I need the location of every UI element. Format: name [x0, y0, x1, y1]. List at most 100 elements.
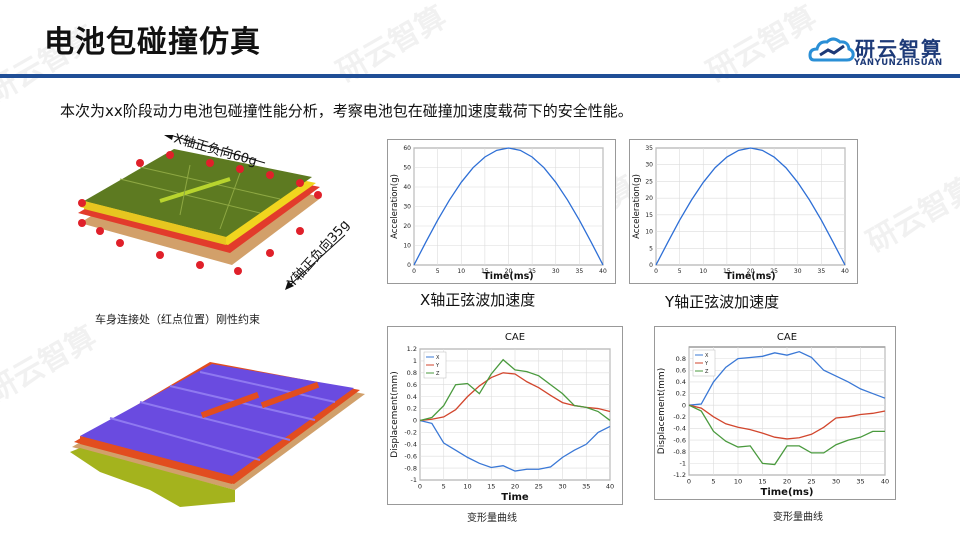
accel-y-caption: Y轴正弦波加速度: [665, 293, 780, 311]
x-tick-label: 25: [770, 268, 778, 275]
disp-y-chart-panel: 0 5 10 15 20 25 30 35 40 -1.2 -1 -0.8 -0.6 -0.4 -0.2 0 0…: [654, 326, 896, 500]
series-line-z: [419, 358, 611, 422]
legend-label: Y: [435, 363, 440, 369]
y-tick-label: 5: [649, 245, 653, 252]
y-tick-label: 15: [645, 212, 653, 219]
x-tick-label: 5: [711, 478, 715, 486]
y-tick-label: 20: [403, 223, 411, 230]
x-axis-label: Time: [501, 492, 529, 503]
y-tick-label: 10: [645, 229, 653, 236]
y-tick-label: 0: [682, 401, 686, 409]
y-tick-label: -1: [411, 476, 417, 484]
title-divider: [0, 74, 960, 78]
x-axis-label: Time(ms): [725, 271, 775, 282]
y-axis-label: Displacement(mm): [657, 368, 667, 454]
x-tick-label: 35: [582, 483, 590, 491]
x-tick-label: 5: [442, 483, 446, 491]
legend-label: Y: [704, 361, 709, 367]
battery-pack-render-icon: [78, 132, 346, 290]
y-tick-label: 1.2: [407, 345, 417, 353]
y-tick-label: 0.6: [676, 366, 686, 374]
y-tick-label: 0: [649, 262, 653, 269]
x-tick-label: 20: [511, 483, 519, 491]
y-tick-label: 25: [645, 178, 653, 185]
accel-y-chart: 0 5 10 15 20 25 30 35 40 0 5 10 15 20 25 30 35 Time(ms) Ac…: [632, 145, 849, 282]
cloud-logo-icon: [808, 37, 855, 62]
page-title: 电池包碰撞仿真: [44, 25, 261, 60]
chart-title: CAE: [777, 332, 797, 343]
x-tick-label: 0: [654, 268, 658, 275]
intro-text: 本次为xx阶段动力电池包碰撞性能分析，考察电池包在碰撞加速度载荷下的安全性能。: [60, 102, 633, 120]
series-line-x: [688, 350, 886, 406]
accel-x-chart-panel: 0 5 10 15 20 25 30 35 40 0 10 20 30 40 50 60 Time(ms) Acc…: [387, 139, 616, 284]
y-tick-label: 40: [403, 184, 411, 191]
x-tick-label: 10: [699, 268, 707, 275]
x-tick-label: 30: [552, 268, 560, 275]
x-tick-label: 15: [487, 483, 495, 491]
y-tick-label: 0: [413, 417, 417, 425]
logo-text: 研云智算: [855, 37, 943, 61]
y-tick-label: -0.6: [404, 452, 417, 460]
chart-title: CAE: [505, 332, 525, 343]
battery-model-bottom: [60, 362, 370, 512]
x-tick-label: 0: [418, 483, 422, 491]
y-tick-label: 0: [407, 262, 411, 269]
x-tick-label: 20: [783, 478, 791, 486]
battery-model-top: X轴正负向60g Y轴正负向35g: [60, 131, 360, 305]
logo-subtext: YANYUNZHISUAN: [854, 58, 943, 68]
watermark: 研云智算: [861, 169, 960, 261]
x-tick-label: 15: [758, 478, 766, 486]
x-tick-label: 20: [747, 268, 755, 275]
x-tick-label: 15: [723, 268, 731, 275]
model-top-caption: 车身连接处（红点位置）刚性约束: [95, 313, 260, 326]
x-tick-label: 40: [599, 268, 607, 275]
y-axis-label: Displacement(mm): [390, 371, 400, 457]
legend-box: [423, 351, 447, 379]
x-tick-label: 10: [463, 483, 471, 491]
disp-right-caption: 变形量曲线: [773, 512, 823, 523]
legend-label: Z: [705, 369, 709, 375]
y-tick-label: 60: [403, 145, 411, 152]
x-tick-label: 5: [436, 268, 440, 275]
x-tick-label: 5: [678, 268, 682, 275]
accel-x-caption: X轴正弦波加速度: [420, 291, 536, 309]
y-tick-label: 50: [403, 165, 411, 172]
x-tick-label: 40: [841, 268, 849, 275]
y-tick-label: 30: [645, 162, 653, 169]
series-line-x: [419, 419, 611, 472]
disp-x-chart-panel: 0 5 10 15 20 25 30 35 40 -1 -0.8 -0.6 -0.4 -0.2 0 0.2 0.…: [387, 326, 623, 505]
x-tick-label: 0: [412, 268, 416, 275]
y-tick-label: 10: [403, 243, 411, 250]
disp-left-caption: 变形量曲线: [467, 513, 517, 524]
y-tick-label: -0.2: [673, 413, 686, 421]
y-tick-label: -0.6: [673, 436, 686, 444]
x-tick-label: 10: [734, 478, 742, 486]
x-tick-label: 40: [606, 483, 614, 491]
accel-y-chart-panel: 0 5 10 15 20 25 30 35 40 0 5 10 15 20 25 30 35 Time(ms) Ac…: [629, 139, 858, 284]
y-tick-label: 35: [645, 145, 653, 152]
y-tick-label: -0.2: [404, 429, 417, 437]
series-line-acceleration: [655, 147, 846, 266]
y-tick-label: 20: [645, 195, 653, 202]
legend-label: X: [436, 355, 440, 361]
x-tick-label: 25: [528, 268, 536, 275]
y-tick-label: 0.4: [407, 393, 417, 401]
series-line-z: [688, 404, 885, 466]
y-tick-label: -0.4: [404, 440, 417, 448]
legend-label: X: [705, 353, 709, 359]
x-tick-label: 30: [558, 483, 566, 491]
y-tick-label: 0.2: [407, 405, 417, 413]
y-tick-label: 0.2: [676, 390, 686, 398]
x-tick-label: 25: [807, 478, 815, 486]
x-tick-label: 25: [535, 483, 543, 491]
x-tick-label: 0: [687, 478, 691, 486]
y-tick-label: -0.4: [673, 425, 686, 433]
x-tick-label: 35: [818, 268, 826, 275]
series-line-y: [688, 404, 886, 440]
y-tick-label: 30: [403, 204, 411, 211]
x-tick-label: 30: [794, 268, 802, 275]
disp-x-chart: 0 5 10 15 20 25 30 35 40 -1 -0.8 -0.6 -0.4 -0.2 0 0.2 0.…: [390, 332, 614, 503]
y-tick-label: -1.2: [673, 471, 686, 479]
y-tick-label: 0.6: [407, 381, 417, 389]
y-tick-label: -0.8: [404, 464, 417, 472]
